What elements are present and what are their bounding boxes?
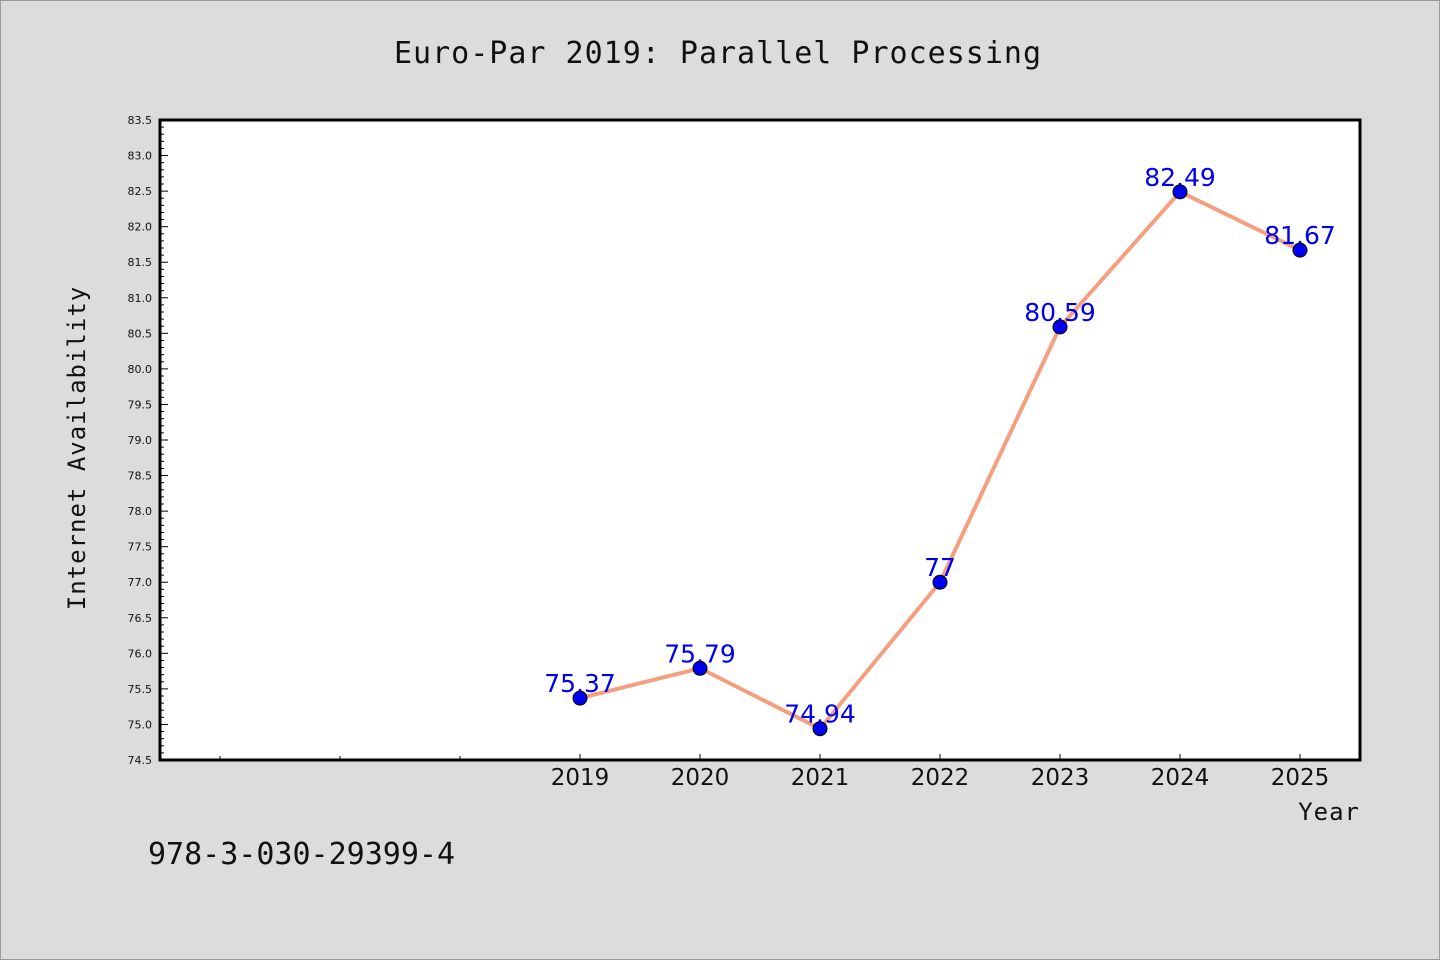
x-tick-label: 2020: [671, 765, 730, 791]
x-axis-title: Year: [1298, 798, 1360, 826]
y-tick-label: 79.0: [128, 434, 153, 447]
data-point: [1052, 319, 1068, 335]
y-tick-label: 76.5: [128, 612, 153, 625]
y-tick-label: 78.5: [128, 470, 153, 483]
data-point: [1292, 242, 1308, 258]
x-tick-label: 2019: [551, 765, 610, 791]
data-point: [1172, 184, 1188, 200]
plot-area: [158, 118, 1362, 762]
y-tick-label: 83.5: [128, 114, 153, 127]
y-tick-label: 82.5: [128, 185, 153, 198]
y-tick-label: 76.0: [128, 647, 153, 660]
x-axis-ticks: 2019 2020 2021 2022 2023 2024 2025: [219, 754, 1330, 791]
y-tick-label: 80.0: [128, 363, 153, 376]
chart-title: Euro-Par 2019: Parallel Processing: [394, 36, 1042, 71]
y-tick-label: 81.0: [128, 292, 153, 305]
y-axis-ticks: 74.5 75.0 75.5 76.0 76.5 77.0 77.5 78.0 78.5 79.0…: [128, 114, 168, 767]
data-point: [932, 574, 948, 590]
data-point: [572, 690, 588, 706]
x-tick-label: 2021: [791, 765, 850, 791]
x-tick-label: 2025: [1271, 765, 1330, 791]
y-tick-label: 75.0: [128, 718, 153, 731]
x-tick-label: 2022: [911, 765, 970, 791]
y-tick-label: 74.5: [128, 754, 153, 767]
y-tick-label: 82.0: [128, 221, 153, 234]
data-point: [812, 721, 828, 737]
y-tick-label: 75.5: [128, 683, 153, 696]
data-point: [692, 660, 708, 676]
isbn-label: 978-3-030-29399-4: [148, 837, 455, 872]
y-axis-title: Internet Availability: [63, 286, 91, 610]
x-tick-label: 2024: [1151, 765, 1210, 791]
y-tick-label: 77.5: [128, 541, 153, 554]
y-tick-label: 79.5: [128, 398, 153, 411]
y-tick-label: 80.5: [128, 327, 153, 340]
y-tick-label: 81.5: [128, 256, 153, 269]
y-tick-label: 78.0: [128, 505, 153, 518]
y-tick-label: 83.0: [128, 150, 153, 163]
x-tick-label: 2023: [1031, 765, 1090, 791]
y-tick-label: 77.0: [128, 576, 153, 589]
